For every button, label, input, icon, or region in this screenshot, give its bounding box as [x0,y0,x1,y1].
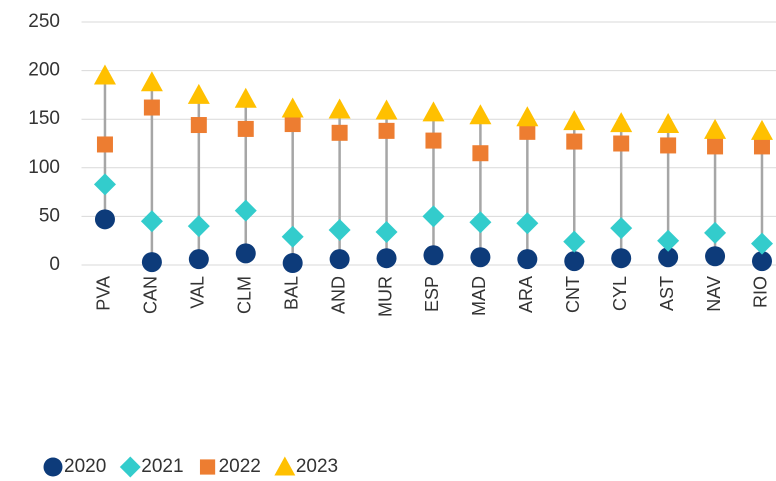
marker-triangle [140,71,163,92]
legend-label: 2022 [219,456,261,477]
marker-triangle [187,83,210,104]
marker-diamond [657,229,680,252]
marker-square [96,136,113,153]
marker-circle [611,248,632,269]
marker-diamond [704,221,727,244]
marker-circle [705,246,726,267]
marker-triangle [328,98,351,119]
x-tick-label: ARA [516,276,536,313]
marker-square [519,123,536,140]
y-tick-label: 150 [28,108,60,129]
legend-label: 2023 [296,456,338,477]
marker-triangle [704,118,727,139]
marker-square [143,99,160,116]
marker-square [284,116,301,133]
marker-square [331,124,348,141]
marker-diamond [516,212,539,235]
marker-diamond [375,220,398,243]
marker-circle [188,249,209,270]
legend-label: 2021 [141,456,183,477]
marker-circle [564,251,585,272]
marker-diamond [469,211,492,234]
x-tick-label: AST [657,276,677,311]
x-tick-label: CAN [141,276,161,314]
x-tick-label: BAL [281,276,301,310]
x-tick-label: MAD [469,276,489,316]
marker-square [613,135,630,152]
marker-triangle [375,99,398,120]
marker-diamond [328,219,351,242]
marker-circle [751,251,772,272]
x-tick-label: CLM [235,276,255,314]
marker-circle [235,243,256,264]
x-tick-label: PVA [94,276,114,311]
x-tick-label: VAL [188,276,208,309]
marker-diamond [422,205,445,228]
marker-diamond [234,199,257,222]
marker-circle [658,247,679,268]
marker-square [660,137,677,154]
x-tick-label: RIO [751,276,771,308]
marker-triangle [610,112,633,133]
marker-circle [517,249,538,270]
marker-square [378,122,395,139]
marker-circle [470,247,491,268]
marker-triangle [281,97,304,118]
marker-circle [376,248,397,269]
marker-diamond [140,210,163,233]
marker-triangle [657,113,680,134]
marker-triangle [516,106,539,127]
marker-square [566,133,583,150]
marker-square [472,145,489,162]
y-tick-label: 250 [28,11,60,32]
x-tick-label: NAV [704,276,724,312]
x-tick-label: AND [328,276,348,314]
marker-square [753,138,770,155]
marker-triangle [469,104,492,125]
marker-circle [94,209,115,230]
y-tick-label: 100 [28,157,60,178]
legend-marker [274,456,296,476]
marker-circle [329,249,350,270]
marker-circle [282,253,303,274]
x-tick-label: CYL [610,276,630,311]
x-tick-label: CNT [563,276,583,313]
marker-square [190,117,207,134]
marker-square [707,138,724,155]
marker-triangle [234,87,257,108]
x-tick-label: ESP [422,276,442,312]
y-tick-label: 0 [49,254,60,275]
marker-square [425,132,442,149]
marker-diamond [563,230,586,253]
marker-triangle [750,119,773,140]
legend-marker [43,457,63,477]
marker-triangle [93,64,116,85]
marker-circle [423,245,444,266]
marker-diamond [187,215,210,238]
legend-marker [199,459,216,475]
x-tick-label: MUR [375,276,395,317]
y-tick-label: 50 [39,205,60,226]
y-tick-label: 200 [28,60,60,81]
marker-triangle [422,101,445,122]
marker-diamond [93,173,116,196]
legend-label: 2020 [64,456,106,477]
marker-diamond [750,232,773,255]
legend-marker [119,456,141,478]
marker-diamond [610,217,633,240]
marker-triangle [563,110,586,131]
marker-circle [141,252,162,273]
marker-diamond [281,225,304,248]
marker-square [237,120,254,137]
